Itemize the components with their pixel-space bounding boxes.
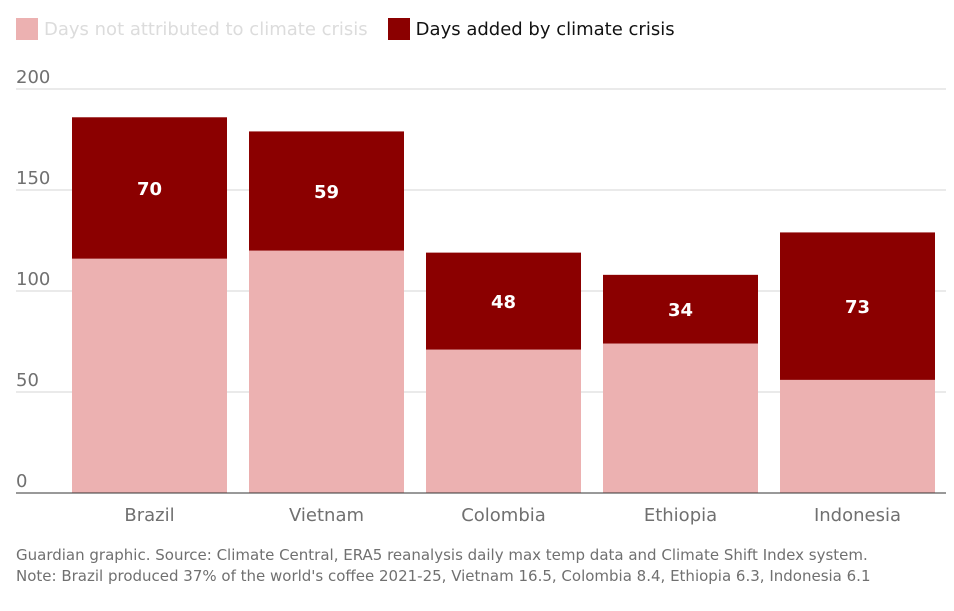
data-label-ethiopia: 34: [668, 300, 693, 321]
legend-label-climate-crisis: Days added by climate crisis: [415, 18, 675, 40]
bar-vietnam-climate-crisis: [249, 131, 404, 251]
y-tick-label-0: 0: [16, 471, 27, 492]
source-note: Guardian graphic. Source: Climate Centra…: [16, 546, 868, 564]
bar-colombia-not-attributed: [426, 349, 581, 493]
y-tick-label-100: 100: [16, 269, 50, 290]
legend-label-not-attributed: Days not attributed to climate crisis: [44, 18, 368, 40]
x-tick-label-colombia: Colombia: [461, 505, 546, 526]
data-label-indonesia: 73: [845, 297, 870, 318]
data-label-vietnam: 59: [314, 182, 339, 203]
data-label-colombia: 48: [491, 292, 516, 313]
bar-brazil-not-attributed: [72, 258, 227, 493]
x-tick-label-indonesia: Indonesia: [814, 505, 901, 526]
legend-item-not-attributed: Days not attributed to climate crisis: [16, 18, 368, 40]
y-tick-label-50: 50: [16, 370, 39, 391]
y-tick-label-200: 200: [16, 67, 50, 88]
bar-colombia-climate-crisis: [426, 252, 581, 350]
legend-swatch-not-attributed: [16, 18, 38, 40]
legend-swatch-climate-crisis: [387, 18, 410, 40]
footnote: Guardian graphic. Source: Climate Centra…: [16, 545, 946, 587]
legend-item-climate-crisis: Days added by climate crisis: [387, 18, 675, 40]
bar-ethiopia-not-attributed: [603, 343, 758, 493]
bar-indonesia-climate-crisis: [780, 232, 935, 380]
bar-vietnam-not-attributed: [249, 250, 404, 493]
bar-ethiopia-climate-crisis: [603, 274, 758, 344]
data-label-brazil: 70: [137, 179, 162, 200]
y-tick-label-150: 150: [16, 168, 50, 189]
stacked-bar-chart: 0 50 100 150 200 70 Brazil 59 Vietnam 48 Colombia 3…: [16, 67, 946, 526]
legend: Days not attributed to climate crisis Da…: [16, 18, 695, 40]
bar-indonesia-not-attributed: [780, 379, 935, 493]
x-tick-label-ethiopia: Ethiopia: [644, 505, 717, 526]
x-tick-label-brazil: Brazil: [124, 505, 174, 526]
bar-brazil-climate-crisis: [72, 117, 227, 259]
production-note: Note: Brazil produced 37% of the world's…: [16, 567, 871, 585]
x-tick-label-vietnam: Vietnam: [289, 505, 364, 526]
